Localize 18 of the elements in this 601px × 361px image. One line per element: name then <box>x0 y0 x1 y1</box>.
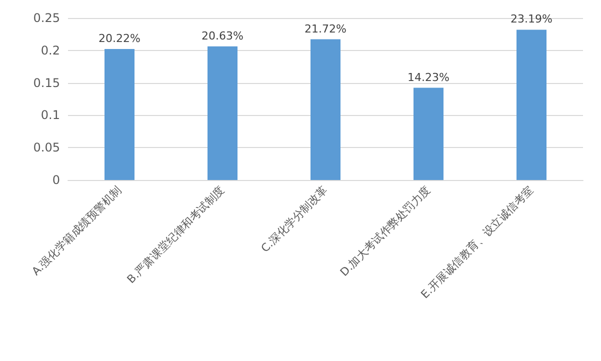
bar <box>414 88 444 180</box>
data-label: 23.19% <box>510 12 552 26</box>
bar <box>104 48 134 180</box>
y-tick-label: 0.2 <box>40 43 60 58</box>
bar <box>516 30 546 180</box>
y-tick-label: 0.1 <box>40 108 60 122</box>
data-label: 20.63% <box>202 29 244 42</box>
bar <box>208 46 238 180</box>
y-tick-label: 0.05 <box>33 140 60 155</box>
y-tick-label: 0.25 <box>33 11 60 25</box>
data-label: 21.72% <box>304 22 346 36</box>
bar <box>310 39 340 180</box>
x-tick-label: B.严肃课堂纪律和考试制度 <box>124 183 228 286</box>
data-label: 20.22% <box>98 32 140 45</box>
x-tick-label: C.深化学分制改革 <box>258 183 330 255</box>
x-tick-label: D.加大考试作弊处罚力度 <box>338 183 434 279</box>
y-tick-label: 0.15 <box>33 76 60 90</box>
data-label: 14.23% <box>408 70 450 84</box>
